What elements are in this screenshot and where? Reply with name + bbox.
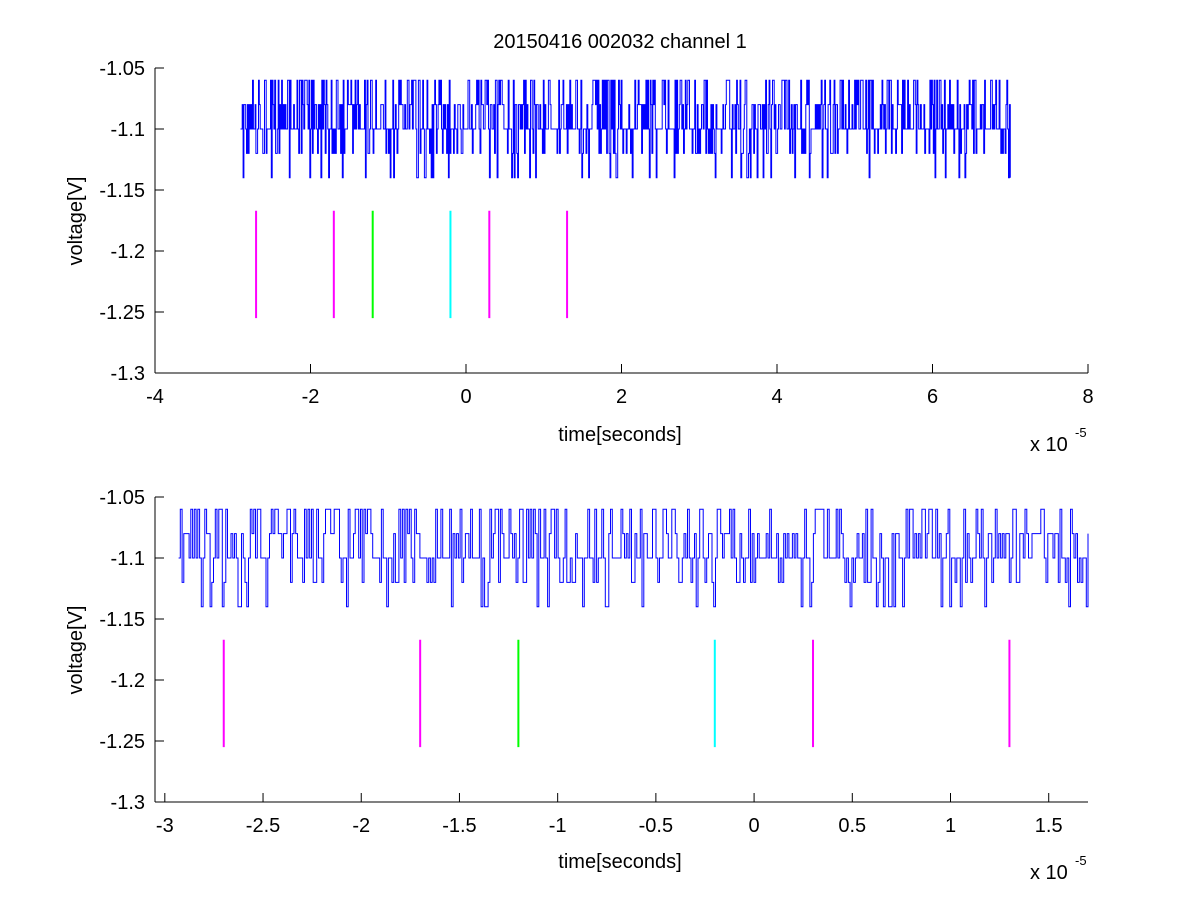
x-exponent-label: x 10 <box>1030 434 1068 456</box>
y-tick-label: -1.15 <box>99 609 145 631</box>
x-tick-label: 0 <box>460 386 471 408</box>
y-tick-label: -1.1 <box>111 548 145 570</box>
y-tick-label: -1.05 <box>99 487 145 509</box>
figure-title: 20150416 002032 channel 1 <box>493 31 747 53</box>
y-tick-label: -1.1 <box>111 119 145 141</box>
tick-layer: -4 -2 0 2 4 6 8 -1.3 -1.25 -1.2 -1.15 -1.1 -1.05 <box>99 58 1093 408</box>
x-exponent: -5 <box>1075 425 1087 440</box>
y-tick-label: -1.05 <box>99 58 145 80</box>
y-tick-label: -1.3 <box>111 363 145 385</box>
x-axis-label: time[seconds] <box>558 424 681 446</box>
tick-layer: -3 -2.5 -2 -1.5 -1 -0.5 0 0.5 1 1.5 -1.3 -1.25 -1.2 -… <box>99 487 1062 837</box>
signal-trace <box>240 79 1011 179</box>
x-axis-label: time[seconds] <box>558 851 681 873</box>
x-exponent-label: x 10 <box>1030 862 1068 884</box>
signal-trace <box>178 508 1089 608</box>
x-tick-label: 8 <box>1082 386 1093 408</box>
y-tick-label: -1.15 <box>99 180 145 202</box>
x-tick-label: -4 <box>146 386 164 408</box>
x-tick-label: 0 <box>749 815 760 837</box>
x-tick-label: -2 <box>352 815 370 837</box>
x-tick-label: 2 <box>616 386 627 408</box>
series-layer <box>240 79 1011 319</box>
x-tick-label: -1.5 <box>442 815 476 837</box>
x-tick-label: -3 <box>156 815 174 837</box>
x-tick-label: -2.5 <box>246 815 280 837</box>
series-layer <box>178 508 1089 748</box>
y-tick-label: -1.25 <box>99 731 145 753</box>
y-tick-label: -1.25 <box>99 302 145 324</box>
x-tick-label: -1 <box>549 815 567 837</box>
top-axes: -4 -2 0 2 4 6 8 -1.3 -1.25 -1.2 -1.15 -1.1 -1.05 tim… <box>65 58 1094 456</box>
y-tick-label: -1.3 <box>111 792 145 814</box>
x-tick-label: 6 <box>927 386 938 408</box>
x-tick-label: -2 <box>302 386 320 408</box>
x-exponent: -5 <box>1075 853 1087 868</box>
x-tick-label: 1.5 <box>1035 815 1063 837</box>
x-tick-label: 1 <box>945 815 956 837</box>
bottom-axes: -3 -2.5 -2 -1.5 -1 -0.5 0 0.5 1 1.5 -1.3 -1.25 -1.2 -… <box>65 487 1089 884</box>
y-axis-label: voltage[V] <box>65 606 87 695</box>
x-tick-label: 4 <box>771 386 782 408</box>
x-tick-label: -0.5 <box>639 815 673 837</box>
y-axis-label: voltage[V] <box>65 177 87 266</box>
y-tick-label: -1.2 <box>111 670 145 692</box>
y-tick-label: -1.2 <box>111 241 145 263</box>
x-tick-label: 0.5 <box>838 815 866 837</box>
